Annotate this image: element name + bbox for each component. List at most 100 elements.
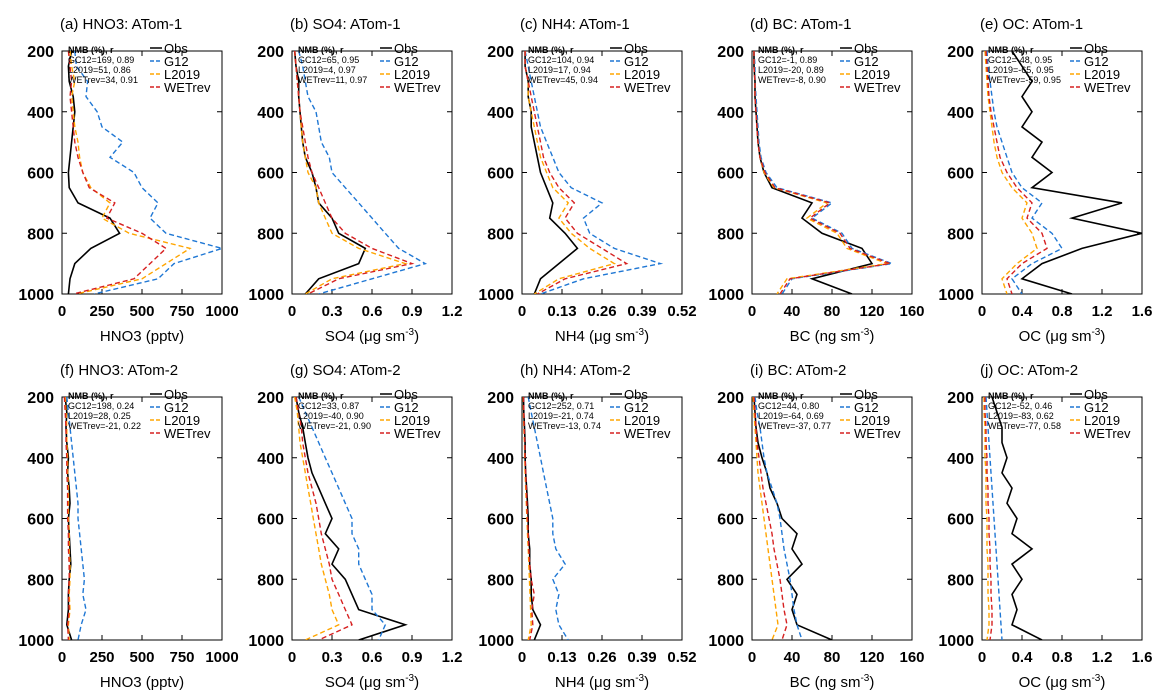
legend-label-wetrev: WETrev <box>854 426 901 441</box>
y-tick-label: 600 <box>947 512 974 529</box>
stats-wetrev: WETrev=-8, 0.90 <box>758 75 826 85</box>
stats-g12: GC12=-52, 0.46 <box>988 401 1052 411</box>
series-line-g12 <box>754 397 803 640</box>
y-tick-label: 800 <box>27 226 54 243</box>
y-tick-label: 400 <box>257 451 284 468</box>
x-tick-label: 0 <box>58 649 66 666</box>
legend-label-l2019: L2019 <box>394 67 430 82</box>
y-tick-label: 400 <box>27 451 54 468</box>
x-tick-label: 0 <box>58 303 66 320</box>
x-tick-label: 1.2 <box>442 303 463 320</box>
x-tick-label: 160 <box>899 303 924 320</box>
x-tick-label: 120 <box>859 303 884 320</box>
x-axis-label: NH4 (μg sm-3) <box>555 673 649 691</box>
stats-wetrev: WETrev=45, 0.94 <box>528 75 598 85</box>
stats-wetrev: WETrev=-77, 0.58 <box>988 421 1061 431</box>
x-tick-label: 250 <box>89 303 114 320</box>
x-tick-label: 0.9 <box>402 649 423 666</box>
x-axis-label: OC (μg sm-3) <box>1019 327 1106 345</box>
stats-header: NMB (%), r <box>528 391 574 401</box>
y-tick-label: 400 <box>947 105 974 122</box>
legend-label-g12: G12 <box>854 54 879 69</box>
stats-wetrev: WETrev=11, 0.97 <box>298 75 367 85</box>
legend-label-l2019: L2019 <box>624 413 660 428</box>
legend-label-obs: Obs <box>624 41 648 56</box>
series-line-wetrev <box>295 397 353 640</box>
stats-l2019: L2019=51, 0.86 <box>68 65 131 75</box>
stats-header: NMB (%), r <box>758 45 804 55</box>
x-tick-label: 750 <box>169 649 194 666</box>
x-tick-label: 1.2 <box>1092 303 1113 320</box>
series-line-wetrev <box>753 397 788 640</box>
series-line-wetrev <box>294 51 415 294</box>
stats-l2019: L2019=-83, 0.62 <box>988 411 1054 421</box>
legend-label-g12: G12 <box>1084 54 1109 69</box>
stats-l2019: L2019=17, 0.94 <box>528 65 591 75</box>
stats-l2019: L2019=-21, 0.74 <box>528 411 594 421</box>
stats-g12: GC12=104, 0.94 <box>528 55 594 65</box>
x-tick-label: 1.2 <box>1092 649 1113 666</box>
x-tick-label: 500 <box>129 649 154 666</box>
legend-label-obs: Obs <box>1084 41 1108 56</box>
panel-title: (d) BC: ATom-1 <box>750 16 851 33</box>
panel-title: (c) NH4: ATom-1 <box>520 16 630 33</box>
x-tick-label: 250 <box>89 649 114 666</box>
x-tick-label: 0.39 <box>627 649 656 666</box>
y-tick-label: 800 <box>257 226 284 243</box>
legend-label-obs: Obs <box>854 387 878 402</box>
y-tick-label: 800 <box>717 572 744 589</box>
series-line-wetrev <box>522 397 536 640</box>
series-line-g12 <box>66 397 87 640</box>
x-axis-label: SO4 (μg sm-3) <box>325 673 419 691</box>
stats-header: NMB (%), r <box>68 45 114 55</box>
y-tick-label: 600 <box>947 166 974 183</box>
legend-label-wetrev: WETrev <box>164 426 211 441</box>
legend-label-wetrev: WETrev <box>624 80 671 95</box>
stats-g12: GC12=198, 0.24 <box>68 401 134 411</box>
y-tick-label: 200 <box>487 390 514 407</box>
x-tick-label: 0.8 <box>1052 303 1073 320</box>
x-tick-label: 0 <box>518 303 526 320</box>
legend-label-g12: G12 <box>854 400 879 415</box>
legend-label-l2019: L2019 <box>164 67 200 82</box>
stats-g12: GC12=169, 0.89 <box>68 55 134 65</box>
series-line-g12 <box>986 51 1064 294</box>
x-tick-label: 0.9 <box>402 303 423 320</box>
stats-header: NMB (%), r <box>528 45 574 55</box>
stats-header: NMB (%), r <box>988 45 1034 55</box>
series-line-obs <box>293 51 367 294</box>
stats-g12: GC12=44, 0.80 <box>758 401 819 411</box>
y-tick-label: 600 <box>27 512 54 529</box>
y-tick-label: 200 <box>27 44 54 61</box>
y-tick-label: 400 <box>717 105 744 122</box>
x-tick-label: 0 <box>288 649 296 666</box>
x-tick-label: 0.52 <box>667 303 696 320</box>
legend-label-l2019: L2019 <box>164 413 200 428</box>
legend-label-wetrev: WETrev <box>624 426 671 441</box>
legend-label-l2019: L2019 <box>624 67 660 82</box>
stats-l2019: L2019=-65, 0.95 <box>988 65 1054 75</box>
x-tick-label: 0 <box>748 649 756 666</box>
legend-label-wetrev: WETrev <box>1084 80 1131 95</box>
x-tick-label: 0.26 <box>587 649 616 666</box>
series-line-obs <box>1011 51 1142 294</box>
y-tick-label: 1000 <box>248 633 284 650</box>
series-line-wetrev <box>985 51 1048 294</box>
x-tick-label: 0.13 <box>547 303 576 320</box>
legend-label-wetrev: WETrev <box>394 426 441 441</box>
x-tick-label: 0.13 <box>547 649 576 666</box>
y-tick-label: 200 <box>717 390 744 407</box>
x-tick-label: 80 <box>824 303 841 320</box>
y-tick-label: 800 <box>257 572 284 589</box>
y-tick-label: 200 <box>257 390 284 407</box>
series-line-obs <box>991 397 1043 640</box>
legend-label-g12: G12 <box>1084 400 1109 415</box>
x-tick-label: 500 <box>129 303 154 320</box>
stats-g12: GC12=33, 0.87 <box>298 401 359 411</box>
x-axis-label: BC (ng sm-3) <box>790 673 875 691</box>
stats-wetrev: WETrev=-37, 0.77 <box>758 421 831 431</box>
panel-title: (i) BC: ATom-2 <box>750 362 846 379</box>
y-tick-label: 800 <box>487 572 514 589</box>
